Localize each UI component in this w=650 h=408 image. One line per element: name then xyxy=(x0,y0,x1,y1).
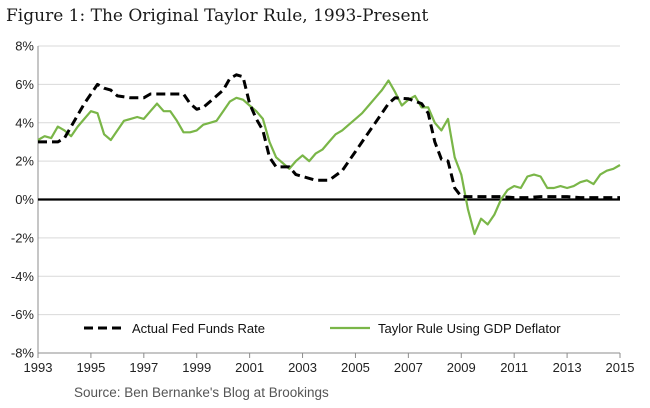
y-tick-label: -6% xyxy=(11,307,35,322)
y-tick-label: -4% xyxy=(11,269,35,284)
x-tick-label: 2005 xyxy=(341,360,370,375)
y-tick-label: 6% xyxy=(15,77,34,92)
legend-label-taylor-rule: Taylor Rule Using GDP Deflator xyxy=(378,321,561,336)
legend-label-actual-fed-funds-rate: Actual Fed Funds Rate xyxy=(132,321,265,336)
x-tick-label: 1997 xyxy=(129,360,158,375)
x-tick-label: 2011 xyxy=(500,360,528,375)
y-tick-label: 8% xyxy=(15,39,34,54)
x-tick-label: 1993 xyxy=(24,360,53,375)
legend: Actual Fed Funds Rate Taylor Rule Using … xyxy=(84,321,561,336)
x-tick-label: 2015 xyxy=(606,360,635,375)
series-line-actual-fed-funds-rate xyxy=(38,73,620,200)
series-line-taylor-rule xyxy=(37,79,621,236)
source-note: Source: Ben Bernanke's Blog at Brookings xyxy=(74,385,329,400)
x-tick-label: 2007 xyxy=(394,360,423,375)
y-tick-label: -2% xyxy=(11,230,35,245)
x-tick-label: 2009 xyxy=(447,360,476,375)
axes: -8% -6% -4% -2% 0% 2% 4% 6% 8% 1993 1995 1997 1999 20… xyxy=(11,39,635,376)
y-tick-label: 0% xyxy=(15,192,34,207)
y-tick-label: 2% xyxy=(15,154,34,169)
y-tick-label: -8% xyxy=(11,346,35,361)
y-tick-label: 4% xyxy=(15,115,34,130)
x-tick-label: 2013 xyxy=(553,360,582,375)
x-tick-label: 1995 xyxy=(76,360,105,375)
series-lines xyxy=(37,73,621,236)
chart-title: Figure 1: The Original Taylor Rule, 1993… xyxy=(6,6,428,26)
x-tick-label: 1999 xyxy=(182,360,211,375)
x-tick-label: 2001 xyxy=(235,360,264,375)
gridlines xyxy=(38,45,620,354)
x-tick-label: 2003 xyxy=(288,360,317,375)
